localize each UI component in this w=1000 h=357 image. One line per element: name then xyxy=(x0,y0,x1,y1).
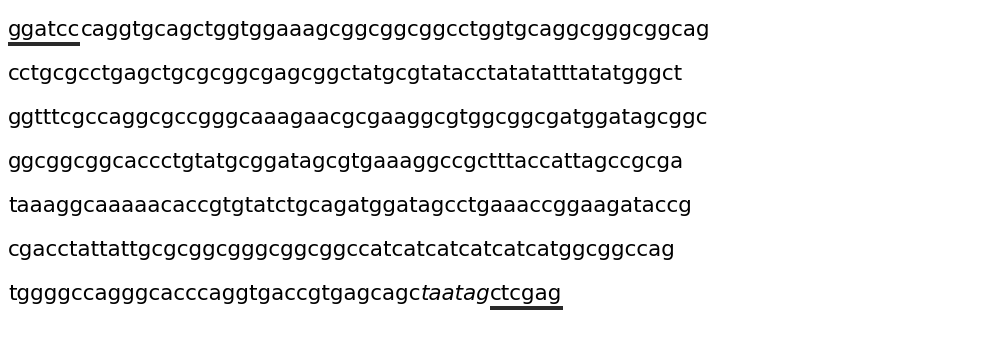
Text: taaaggcaaaaacaccgtgtatctgcagatggatagcctgaaaccggaagataccg: taaaggcaaaaacaccgtgtatctgcagatggatagcctg… xyxy=(8,196,692,216)
Text: ggatcc: ggatcc xyxy=(8,20,80,40)
Text: ggtttcgccaggcgccgggcaaagaacgcgaaggcgtggcggcgatggatagcggc: ggtttcgccaggcgccgggcaaagaacgcgaaggcgtggc… xyxy=(8,108,708,128)
Text: cctgcgcctgagctgcgcggcgagcggctatgcgtatacctatatatttatatgggct: cctgcgcctgagctgcgcggcgagcggctatgcgtatacc… xyxy=(8,64,683,84)
Text: cgacctattattgcgcggcgggcggcggccatcatcatcatcatcatggcggccag: cgacctattattgcgcggcgggcggcggccatcatcatca… xyxy=(8,240,676,260)
Text: caggtgcagctggtggaaagcggcggcggcctggtgcaggcgggcggcag: caggtgcagctggtggaaagcggcggcggcctggtgcagg… xyxy=(80,20,710,40)
Text: tggggccagggcacccaggtgaccgtgagcagc: tggggccagggcacccaggtgaccgtgagcagc xyxy=(8,284,420,304)
Text: ctcgag: ctcgag xyxy=(490,284,563,304)
Text: taatag: taatag xyxy=(420,284,490,304)
Text: ggcggcggcaccctgtatgcggatagcgtgaaaggccgctttaccattagccgcga: ggcggcggcaccctgtatgcggatagcgtgaaaggccgct… xyxy=(8,152,684,172)
